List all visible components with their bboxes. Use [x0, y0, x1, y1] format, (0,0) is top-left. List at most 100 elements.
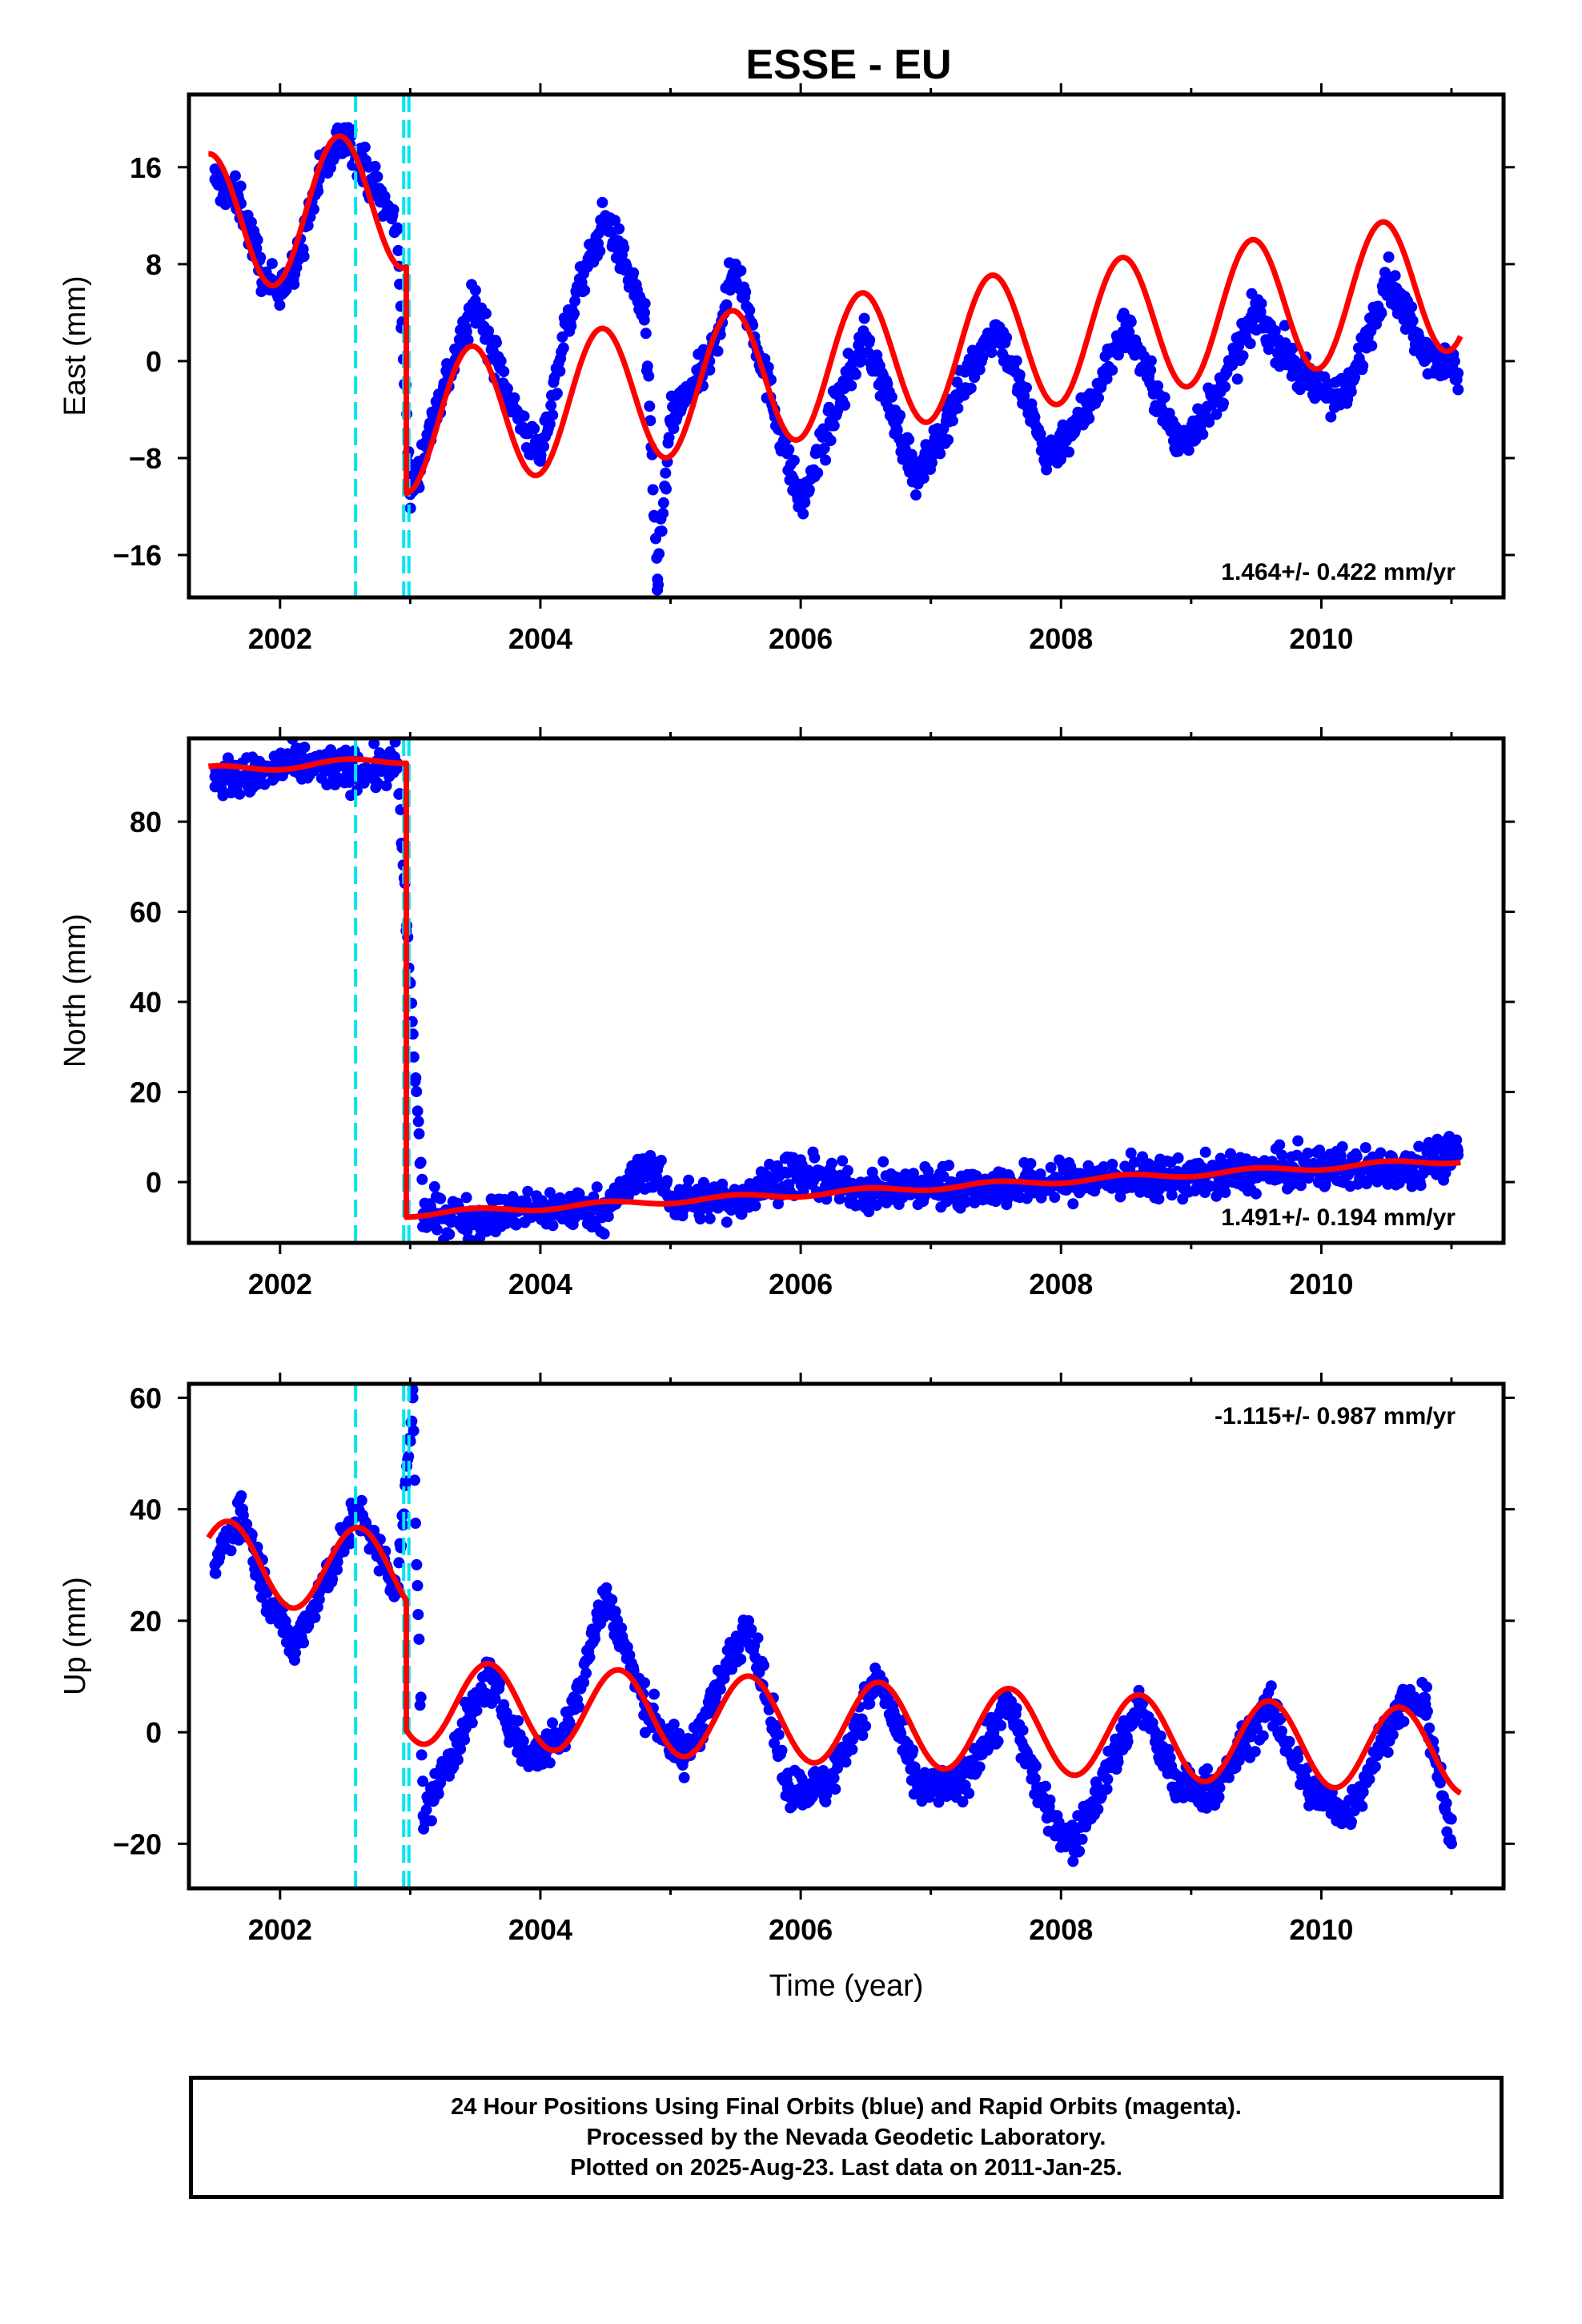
- data-point: [544, 1187, 556, 1199]
- data-point: [694, 1213, 706, 1225]
- data-point: [1211, 392, 1223, 404]
- data-point: [1274, 1139, 1286, 1151]
- data-point: [380, 780, 392, 792]
- data-point: [1122, 1735, 1134, 1747]
- data-point: [1351, 1151, 1363, 1163]
- model-curve-up: [206, 1518, 1463, 1796]
- data-point: [1259, 1711, 1271, 1723]
- data-point: [517, 1735, 529, 1747]
- data-point: [1302, 1148, 1314, 1159]
- data-point: [1042, 1810, 1054, 1822]
- data-point: [1292, 1135, 1304, 1147]
- data-point: [1383, 251, 1395, 263]
- data-point: [951, 392, 963, 404]
- data-point: [1203, 416, 1215, 428]
- data-point: [339, 125, 351, 137]
- data-point: [652, 573, 664, 585]
- data-point: [596, 196, 608, 208]
- data-point: [299, 742, 311, 754]
- model-curve-east: [207, 133, 1464, 497]
- data-point: [412, 1580, 424, 1591]
- data-point: [1070, 424, 1081, 436]
- y-tick-label: 0: [146, 1166, 162, 1199]
- y-tick-label: 16: [130, 151, 162, 184]
- data-point: [1040, 1780, 1051, 1792]
- data-point: [828, 420, 840, 432]
- data-point: [840, 1756, 852, 1768]
- data-point: [508, 392, 520, 404]
- data-point: [1231, 373, 1243, 385]
- data-point: [1106, 1158, 1118, 1170]
- data-point: [992, 1735, 1004, 1747]
- data-points-up: [209, 1384, 1457, 1868]
- data-point: [1380, 271, 1392, 282]
- x-tick-label: 2008: [1029, 1913, 1093, 1946]
- data-point: [573, 1701, 585, 1713]
- data-point: [408, 1474, 420, 1486]
- data-point: [547, 1220, 559, 1232]
- data-point: [415, 1691, 427, 1703]
- data-point: [661, 1175, 673, 1187]
- data-point: [1341, 1810, 1353, 1822]
- y-tick-label: 20: [130, 1605, 162, 1638]
- data-point: [647, 484, 659, 496]
- data-point: [544, 418, 556, 430]
- data-point: [1303, 1782, 1315, 1794]
- y-tick-label: 0: [146, 1716, 162, 1749]
- data-point: [899, 1168, 911, 1180]
- data-point: [740, 286, 752, 298]
- data-point: [1154, 1730, 1166, 1742]
- data-point: [1049, 1192, 1061, 1204]
- data-point: [560, 319, 572, 331]
- data-point: [261, 1587, 273, 1598]
- data-point: [1211, 1782, 1223, 1794]
- data-point: [1219, 381, 1231, 392]
- data-point: [1250, 1188, 1262, 1200]
- data-point: [235, 180, 247, 192]
- data-point: [951, 376, 963, 388]
- data-point: [522, 1185, 534, 1197]
- data-point: [579, 284, 591, 296]
- data-point: [1067, 1198, 1079, 1210]
- data-point: [235, 1490, 247, 1502]
- data-point: [298, 1637, 310, 1649]
- data-point: [912, 1782, 924, 1794]
- data-point: [1042, 452, 1054, 464]
- data-point: [1098, 1161, 1110, 1172]
- data-point: [1257, 1730, 1269, 1742]
- data-point: [1434, 1777, 1446, 1789]
- data-point: [287, 1642, 299, 1655]
- data-point: [459, 1734, 471, 1746]
- data-point: [413, 1633, 425, 1645]
- data-point: [482, 1671, 494, 1683]
- data-point: [783, 444, 795, 456]
- data-point: [408, 1051, 420, 1063]
- data-point: [551, 388, 563, 400]
- data-point: [952, 402, 964, 414]
- data-point: [416, 1173, 428, 1185]
- data-point: [809, 1152, 821, 1164]
- x-tick-label: 2008: [1029, 622, 1093, 655]
- data-point: [821, 1782, 833, 1794]
- data-point: [412, 1609, 424, 1621]
- footer-caption-box: 24 Hour Positions Using Final Orbits (bl…: [189, 2076, 1504, 2199]
- data-point: [1215, 1152, 1227, 1164]
- plot-area-up: [206, 1384, 1463, 1888]
- data-point: [495, 355, 507, 367]
- data-point: [1421, 1681, 1432, 1693]
- data-point: [1249, 1746, 1261, 1758]
- data-point: [745, 1623, 757, 1635]
- panels-group: 2002 2004 2006 2008 2010 −16 −8 0 8 16 East (mm) 1.…: [58, 83, 1515, 2003]
- data-point: [846, 1743, 858, 1755]
- data-point: [489, 1693, 501, 1705]
- data-point: [1357, 360, 1369, 372]
- data-point: [744, 304, 756, 316]
- data-point: [308, 203, 319, 215]
- data-point: [823, 401, 835, 413]
- data-point: [1211, 408, 1223, 420]
- data-point: [1223, 1771, 1235, 1783]
- x-tick-label: 2006: [769, 1913, 833, 1946]
- data-point: [444, 1228, 456, 1240]
- data-point: [1287, 342, 1299, 354]
